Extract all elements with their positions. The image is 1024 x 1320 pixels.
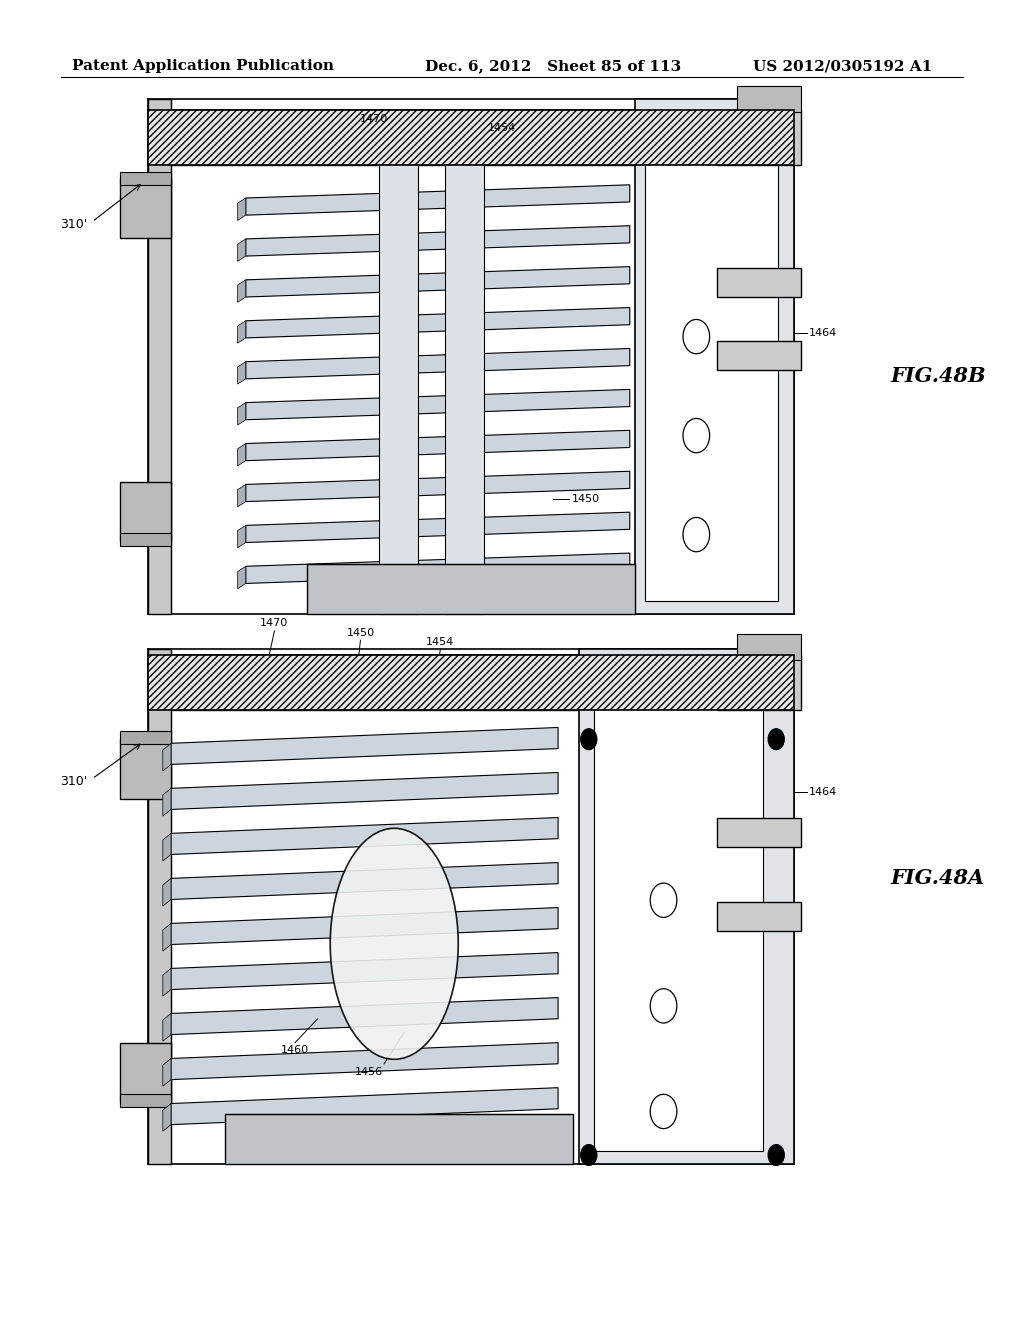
Bar bbox=[120, 1094, 171, 1107]
Bar bbox=[717, 268, 801, 297]
Text: 1454: 1454 bbox=[426, 636, 455, 647]
Bar bbox=[717, 902, 801, 931]
Polygon shape bbox=[163, 969, 171, 997]
Text: US 2012/0305192 A1: US 2012/0305192 A1 bbox=[753, 59, 932, 74]
Polygon shape bbox=[246, 185, 630, 215]
Bar bbox=[594, 709, 763, 1151]
Polygon shape bbox=[238, 484, 246, 507]
Polygon shape bbox=[246, 226, 630, 256]
Bar bbox=[120, 178, 171, 238]
Ellipse shape bbox=[330, 829, 459, 1059]
Polygon shape bbox=[163, 743, 171, 771]
Bar bbox=[225, 1114, 573, 1164]
Polygon shape bbox=[246, 308, 630, 338]
Bar bbox=[120, 739, 171, 799]
Polygon shape bbox=[238, 198, 246, 220]
Polygon shape bbox=[238, 525, 246, 548]
Text: 1454: 1454 bbox=[487, 123, 516, 133]
Polygon shape bbox=[246, 267, 630, 297]
Polygon shape bbox=[238, 321, 246, 343]
Bar bbox=[120, 172, 171, 185]
Polygon shape bbox=[163, 788, 171, 816]
Polygon shape bbox=[171, 727, 558, 764]
Text: Patent Application Publication: Patent Application Publication bbox=[72, 59, 334, 74]
Text: FIG.48B: FIG.48B bbox=[891, 366, 986, 387]
Polygon shape bbox=[171, 817, 558, 854]
Polygon shape bbox=[238, 566, 246, 589]
Bar bbox=[717, 341, 801, 370]
Bar bbox=[635, 99, 794, 614]
Polygon shape bbox=[246, 512, 630, 543]
Bar bbox=[120, 1043, 171, 1102]
Bar bbox=[717, 818, 801, 847]
Polygon shape bbox=[171, 998, 558, 1035]
Text: 1464: 1464 bbox=[809, 327, 838, 338]
Bar bbox=[148, 655, 794, 710]
Text: 1450: 1450 bbox=[571, 494, 599, 504]
Bar bbox=[120, 482, 171, 541]
Text: FIG.48A: FIG.48A bbox=[891, 867, 985, 888]
Polygon shape bbox=[163, 878, 171, 906]
Polygon shape bbox=[163, 1014, 171, 1041]
Polygon shape bbox=[238, 239, 246, 261]
Text: 1460: 1460 bbox=[281, 1045, 309, 1056]
Polygon shape bbox=[163, 1059, 171, 1086]
Polygon shape bbox=[246, 471, 630, 502]
Polygon shape bbox=[238, 403, 246, 425]
Bar bbox=[307, 564, 635, 614]
Bar bbox=[148, 649, 171, 1164]
Polygon shape bbox=[171, 953, 558, 990]
Polygon shape bbox=[246, 389, 630, 420]
Bar bbox=[579, 649, 794, 1164]
Bar bbox=[737, 634, 801, 660]
Bar bbox=[445, 154, 484, 614]
Polygon shape bbox=[163, 1104, 171, 1131]
Bar bbox=[148, 110, 794, 165]
Bar bbox=[717, 655, 801, 710]
Text: 1470: 1470 bbox=[260, 618, 289, 628]
Text: 1464: 1464 bbox=[809, 787, 838, 797]
Bar bbox=[645, 158, 778, 601]
Text: 310': 310' bbox=[59, 218, 87, 231]
Circle shape bbox=[768, 729, 784, 750]
Polygon shape bbox=[171, 1043, 558, 1080]
Polygon shape bbox=[238, 362, 246, 384]
Text: Dec. 6, 2012   Sheet 85 of 113: Dec. 6, 2012 Sheet 85 of 113 bbox=[425, 59, 681, 74]
Bar bbox=[148, 99, 171, 614]
Polygon shape bbox=[163, 924, 171, 952]
Bar bbox=[379, 154, 418, 614]
Circle shape bbox=[768, 1144, 784, 1166]
Polygon shape bbox=[163, 833, 171, 861]
Polygon shape bbox=[171, 862, 558, 899]
Text: 1450: 1450 bbox=[346, 627, 375, 638]
Bar bbox=[120, 533, 171, 546]
Text: 1470: 1470 bbox=[359, 114, 388, 124]
Polygon shape bbox=[171, 908, 558, 945]
Bar bbox=[120, 731, 171, 744]
Bar bbox=[737, 86, 801, 112]
Text: 310': 310' bbox=[59, 775, 87, 788]
Polygon shape bbox=[238, 280, 246, 302]
Text: 1456: 1456 bbox=[354, 1067, 383, 1077]
Polygon shape bbox=[171, 772, 558, 809]
Polygon shape bbox=[246, 430, 630, 461]
Polygon shape bbox=[171, 1088, 558, 1125]
Polygon shape bbox=[246, 553, 630, 583]
Polygon shape bbox=[238, 444, 246, 466]
Bar bbox=[717, 110, 801, 165]
Polygon shape bbox=[246, 348, 630, 379]
Circle shape bbox=[581, 1144, 597, 1166]
Circle shape bbox=[581, 729, 597, 750]
